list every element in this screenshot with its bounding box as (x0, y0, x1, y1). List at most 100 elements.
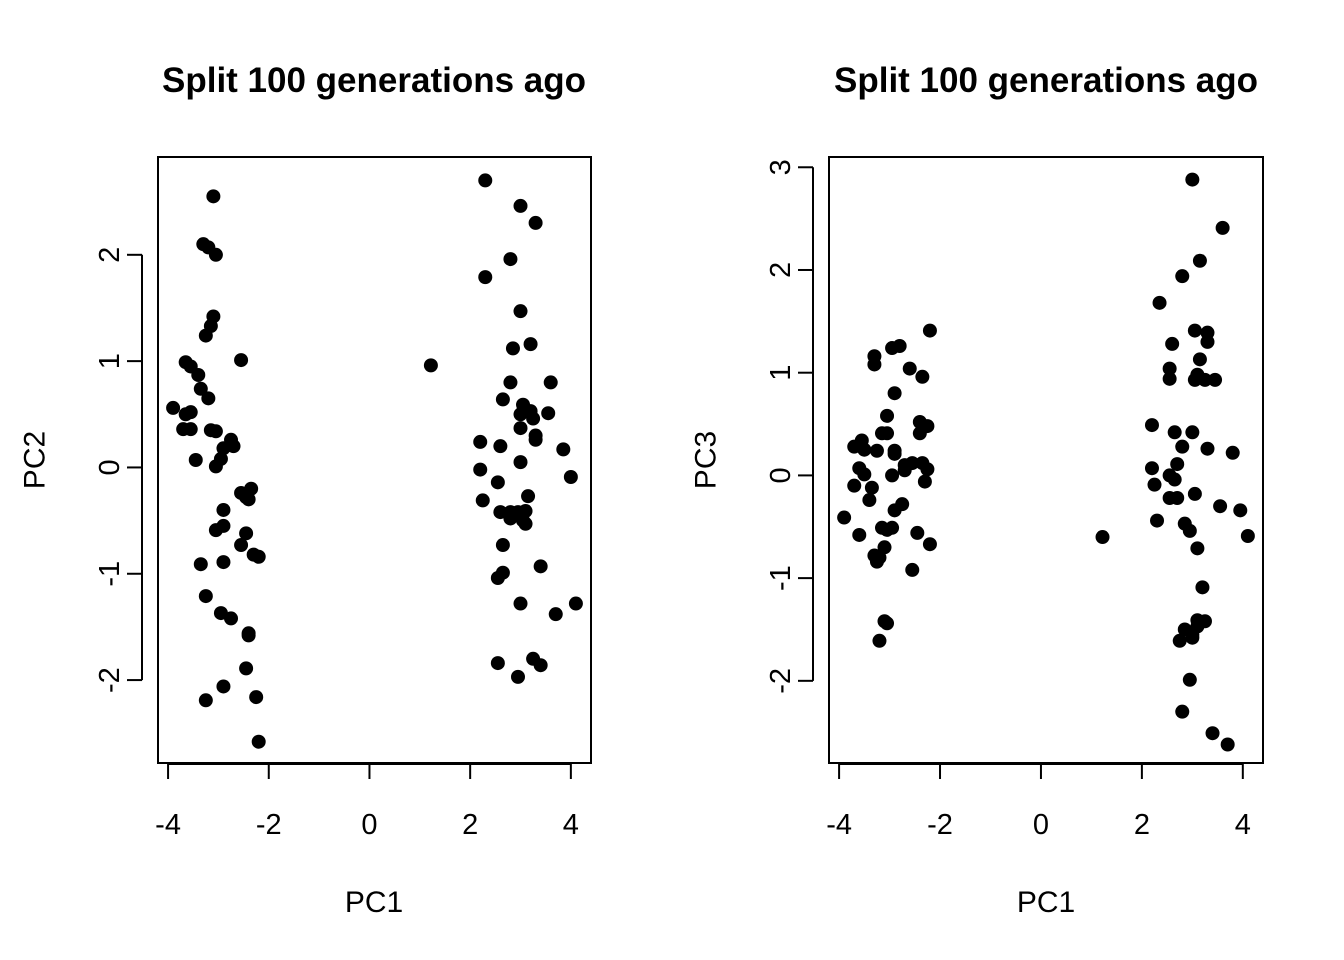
y-tick-label: -1 (94, 561, 126, 587)
data-point (241, 628, 256, 643)
data-point (510, 669, 525, 684)
data-point (1095, 530, 1110, 545)
data-point (513, 304, 528, 319)
data-point (872, 633, 887, 648)
data-point (1185, 630, 1200, 645)
data-point (1182, 672, 1197, 687)
data-point (198, 693, 213, 708)
data-point (478, 173, 493, 188)
data-point (1185, 172, 1200, 187)
data-point (1208, 372, 1223, 387)
data-point (847, 478, 862, 493)
x-tick-label: 4 (563, 809, 579, 841)
data-point (208, 247, 223, 262)
data-point (887, 446, 902, 461)
data-point (198, 328, 213, 343)
x-tick-label: 2 (1134, 809, 1150, 841)
data-point (521, 489, 536, 504)
x-tick-label: 0 (361, 809, 377, 841)
data-point (563, 470, 578, 485)
x-tick-label: -4 (155, 809, 181, 841)
y-tick-label: 2 (94, 247, 126, 263)
x-tick-label: -2 (927, 809, 953, 841)
data-point (423, 358, 438, 373)
data-point (166, 400, 181, 415)
data-point (915, 369, 930, 384)
data-point (922, 323, 937, 338)
data-point (201, 391, 216, 406)
x-tick-label: -2 (256, 809, 282, 841)
data-point (556, 442, 571, 457)
data-point (1187, 323, 1202, 338)
data-point (1167, 425, 1182, 440)
data-point (1187, 372, 1202, 387)
data-point (1185, 425, 1200, 440)
data-point (1162, 361, 1177, 376)
data-point (857, 467, 872, 482)
data-point (568, 596, 583, 611)
y-tick-label: 2 (765, 262, 797, 278)
data-point (1170, 491, 1185, 506)
x-axis-label: PC1 (1017, 886, 1075, 919)
data-point (1170, 457, 1185, 472)
data-point (503, 511, 518, 526)
data-point (1175, 269, 1190, 284)
x-tick-label: -4 (826, 809, 852, 841)
chart-title: Split 100 generations ago (834, 61, 1258, 100)
data-point (493, 439, 508, 454)
data-point (1150, 513, 1165, 528)
data-point (251, 549, 266, 564)
chart-title: Split 100 generations ago (162, 61, 586, 100)
data-point (1167, 472, 1182, 487)
data-point (495, 538, 510, 553)
data-point (526, 411, 541, 426)
data-point (922, 537, 937, 552)
data-point (852, 527, 867, 542)
data-point (533, 658, 548, 673)
data-point (902, 361, 917, 376)
data-point (1172, 633, 1187, 648)
y-tick-label: 1 (94, 353, 126, 369)
data-point (234, 353, 249, 368)
data-point (1200, 441, 1215, 456)
data-point (892, 338, 907, 353)
data-point (905, 562, 920, 577)
data-point (869, 554, 884, 569)
data-point (505, 341, 520, 356)
data-point (1175, 704, 1190, 719)
data-point (191, 367, 206, 382)
data-point (864, 480, 879, 495)
data-point (513, 596, 528, 611)
data-point (1165, 336, 1180, 351)
data-point (1197, 372, 1212, 387)
data-point (910, 525, 925, 540)
data-point (251, 734, 266, 749)
data-point (178, 407, 193, 422)
data-point (917, 474, 932, 489)
data-point (920, 462, 935, 477)
y-tick-label: 0 (765, 467, 797, 483)
panel-2: Split 100 generations ago -4 -2 0 2 4 -2 -1 0 1 2 3… (690, 61, 1264, 919)
y-tick-label: -1 (765, 565, 797, 591)
data-point (518, 516, 533, 531)
data-point (198, 589, 213, 604)
data-point (528, 215, 543, 230)
y-axis-label: PC3 (690, 431, 723, 489)
data-point (880, 522, 895, 537)
y-tick-label: -2 (94, 667, 126, 693)
data-point (473, 434, 488, 449)
x-tick-label: 4 (1235, 809, 1251, 841)
data-point (513, 421, 528, 436)
data-point (1200, 334, 1215, 349)
data-point (216, 518, 231, 533)
data-point (216, 441, 231, 456)
data-point (224, 611, 239, 626)
data-point (503, 375, 518, 390)
data-point (543, 375, 558, 390)
data-point (490, 571, 505, 586)
data-point (1192, 253, 1207, 268)
panel-1: Split 100 generations ago -4 -2 0 2 4 -2 -1 0 1 2 P… (19, 61, 592, 919)
data-point (193, 557, 208, 572)
